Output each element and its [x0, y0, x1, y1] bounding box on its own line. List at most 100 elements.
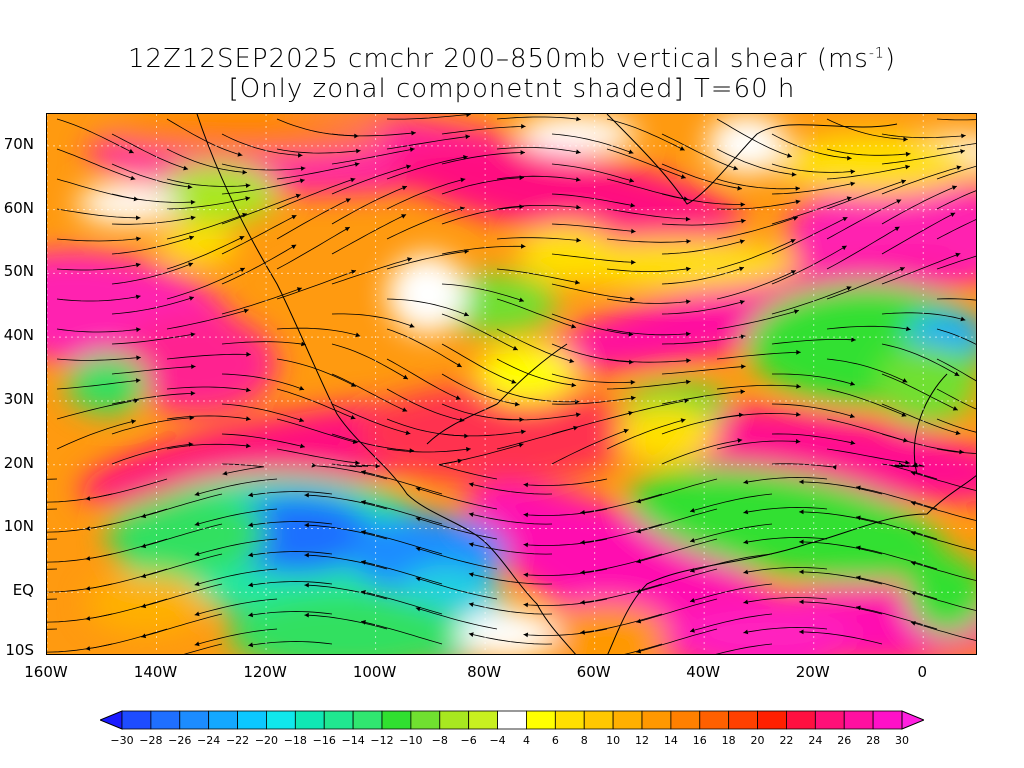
- streamline: [141, 493, 223, 518]
- lon-label-40w: 40W: [686, 663, 721, 681]
- colorbar-swatch: [670, 710, 701, 730]
- field-blob: [87, 574, 207, 634]
- colorbar-label: −28: [139, 734, 163, 747]
- streamline-arrow: [630, 202, 636, 208]
- streamline: [468, 543, 553, 555]
- streamline: [496, 268, 580, 284]
- colorbar-swatch: [872, 710, 903, 730]
- field-blob: [157, 164, 277, 224]
- field-blob: [77, 184, 177, 224]
- streamline-arrow: [304, 552, 309, 558]
- streamline: [438, 459, 498, 480]
- streamline-arrow: [189, 296, 194, 301]
- streamline-arrow: [795, 199, 801, 205]
- streamline: [881, 150, 965, 165]
- streamline-arrow: [630, 296, 635, 302]
- streamline: [496, 426, 579, 450]
- streamline: [221, 179, 305, 195]
- streamline-arrow: [350, 177, 356, 183]
- streamline: [799, 631, 883, 645]
- streamline-arrow: [511, 379, 517, 384]
- streamline-arrow: [680, 174, 686, 179]
- streamline: [936, 219, 976, 240]
- streamline-arrow: [793, 216, 798, 221]
- streamline-arrow: [631, 259, 636, 265]
- streamline-arrow: [686, 299, 691, 305]
- streamline: [551, 253, 636, 263]
- colorbar-swatch: [352, 710, 383, 730]
- streamline: [166, 213, 248, 240]
- streamline: [166, 118, 243, 156]
- colorbar-high-arrow: [901, 710, 924, 730]
- streamline: [56, 420, 136, 450]
- colorbar-swatch: [554, 710, 585, 730]
- streamline-arrow: [523, 632, 529, 638]
- streamline: [826, 388, 907, 417]
- streamline: [771, 163, 856, 173]
- streamline: [799, 571, 883, 585]
- streamline: [716, 118, 793, 158]
- streamline: [468, 513, 553, 525]
- streamline-arrow: [795, 186, 800, 191]
- colorbar-swatch: [439, 710, 470, 730]
- streamline-arrow: [796, 383, 801, 389]
- coastline: [913, 373, 948, 475]
- streamline-arrow: [191, 364, 196, 369]
- streamline-arrow: [523, 482, 529, 488]
- streamline: [166, 148, 248, 173]
- streamline: [551, 133, 634, 154]
- streamline: [799, 511, 883, 525]
- streamline-arrow: [791, 172, 797, 177]
- streamline-arrow: [628, 411, 634, 416]
- streamline: [47, 553, 113, 563]
- colorbar-label: −22: [225, 734, 250, 747]
- streamline-arrow: [299, 417, 304, 423]
- streamline-arrow: [690, 508, 695, 513]
- colorbar-swatch: [814, 710, 845, 730]
- streamline-arrow: [351, 269, 356, 275]
- streamline-arrow: [246, 351, 251, 357]
- field-blob: [477, 344, 577, 404]
- streamline-arrow: [356, 148, 361, 154]
- streamline-arrow: [580, 510, 585, 515]
- streamline: [496, 413, 581, 421]
- streamline: [606, 328, 691, 336]
- title-suffix: ): [884, 44, 896, 74]
- streamline: [111, 163, 193, 188]
- streamline-arrow: [135, 262, 141, 268]
- streamline: [910, 591, 976, 611]
- streamline-arrow: [415, 546, 421, 552]
- streamline-arrow: [631, 228, 636, 234]
- streamline: [716, 310, 800, 330]
- streamline: [386, 298, 469, 317]
- streamline: [716, 412, 801, 420]
- colorbar-label: −12: [370, 734, 394, 747]
- field-blob: [557, 239, 797, 289]
- streamline-arrow: [580, 630, 585, 635]
- streamline-arrow: [680, 418, 686, 423]
- streamline-arrow: [846, 196, 852, 201]
- streamline-arrow: [846, 286, 852, 291]
- streamline: [826, 148, 911, 156]
- streamline-arrow: [739, 300, 745, 305]
- streamline-arrow: [799, 569, 804, 575]
- streamline-arrow: [842, 217, 848, 222]
- streamline-arrow: [690, 628, 695, 633]
- streamline: [523, 568, 608, 576]
- streamline: [194, 478, 278, 496]
- streamline-arrow: [304, 582, 309, 588]
- colorbar-swatch: [757, 710, 787, 730]
- colorbar-swatch: [583, 710, 614, 730]
- streamline-arrow: [623, 428, 629, 434]
- streamline-arrow: [304, 522, 309, 528]
- lon-label-0: 0: [917, 663, 928, 681]
- streamline-arrow: [571, 382, 577, 388]
- streamline-arrow: [523, 512, 529, 518]
- streamline-arrow: [300, 443, 305, 449]
- colorbar-swatch: [468, 710, 498, 730]
- lat-label-50n: 50N: [3, 262, 34, 281]
- streamline-arrow: [850, 181, 856, 187]
- streamline-arrow: [246, 387, 251, 393]
- streamline: [386, 178, 466, 210]
- lon-label-120w: 120W: [243, 663, 287, 681]
